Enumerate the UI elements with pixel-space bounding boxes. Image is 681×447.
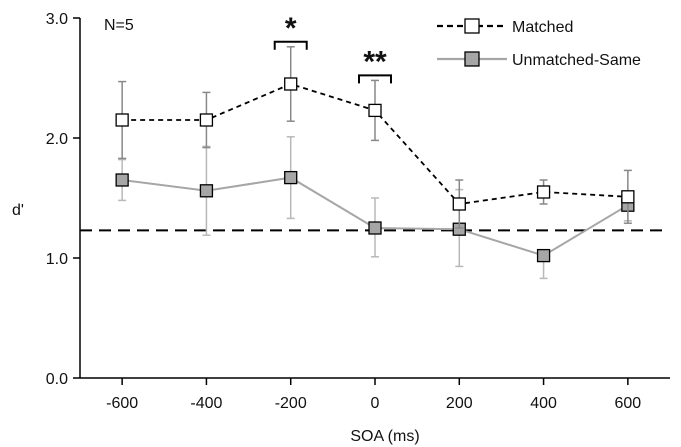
data-point bbox=[621, 190, 635, 204]
legend-marker bbox=[464, 51, 480, 67]
significance-bracket bbox=[358, 74, 392, 84]
significance-bracket bbox=[273, 40, 308, 50]
x-tick-label: 400 bbox=[530, 395, 557, 412]
data-point bbox=[452, 197, 466, 211]
x-tick-label: -200 bbox=[275, 395, 307, 412]
series-matched bbox=[115, 46, 635, 229]
x-tick-label: 600 bbox=[615, 395, 642, 412]
data-point bbox=[536, 248, 551, 263]
data-point bbox=[115, 113, 129, 127]
data-point bbox=[115, 173, 129, 187]
legend-marker bbox=[464, 18, 480, 34]
series-unmatched-same bbox=[115, 136, 635, 280]
x-tick-label: 0 bbox=[371, 395, 380, 412]
x-tick-label: 200 bbox=[446, 395, 473, 412]
x-tick-label: -400 bbox=[190, 395, 222, 412]
data-point bbox=[368, 221, 382, 235]
x-axis-label: SOA (ms) bbox=[350, 428, 419, 445]
data-point bbox=[284, 170, 298, 185]
data-point bbox=[368, 103, 382, 118]
axes: 0.0 1.0 2.0 3.0 -600 -400 -200 0 200 400 600 bbox=[46, 11, 670, 412]
data-point bbox=[536, 185, 551, 199]
data-point bbox=[284, 77, 298, 91]
legend-label: Unmatched-Same bbox=[512, 52, 641, 69]
y-axis-label: d' bbox=[12, 202, 24, 219]
significance-annotations: *** bbox=[273, 12, 392, 84]
significance-marker: ** bbox=[363, 45, 387, 78]
y-tick-label: 0.0 bbox=[46, 371, 68, 388]
x-tick-label: -600 bbox=[106, 395, 138, 412]
y-tick-label: 3.0 bbox=[46, 11, 68, 28]
y-tick-label: 1.0 bbox=[46, 251, 68, 268]
series-layer bbox=[115, 46, 635, 280]
legend-label: Matched bbox=[512, 19, 573, 36]
sample-size-label: N=5 bbox=[104, 17, 134, 34]
data-point bbox=[199, 113, 214, 127]
significance-marker: * bbox=[285, 12, 297, 45]
legend: Matched Unmatched-Same bbox=[437, 18, 641, 69]
y-tick-label: 2.0 bbox=[46, 131, 68, 148]
data-point bbox=[199, 184, 214, 198]
